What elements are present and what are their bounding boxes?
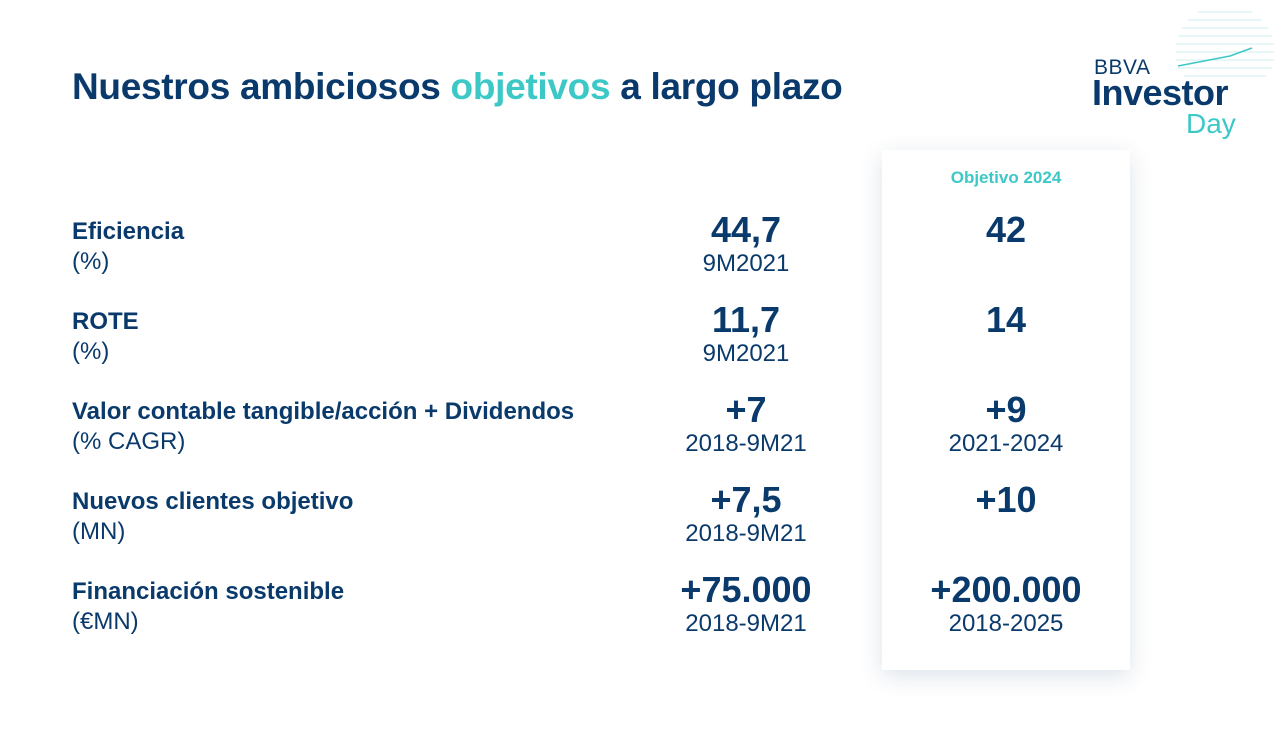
metric-row-sustainable-financing: Financiación sostenible (€MN) +75.000 20… [0,570,1288,640]
current-cell: +75.000 2018-9M21 [646,570,846,638]
logo-investor: Investor [1092,72,1229,113]
target-cell: +200.000 2018-2025 [882,570,1130,638]
current-period: 2018-9M21 [685,520,807,547]
target-value: +10 [975,479,1037,520]
page-title: Nuestros ambiciosos objetivos a largo pl… [72,66,843,108]
current-cell: 11,7 9M2021 [646,300,846,368]
metric-label: Eficiencia [72,218,185,245]
logo-wave-icon [1176,11,1274,77]
metric-label: Nuevos clientes objetivo [72,488,354,515]
target-cell: 42 [882,210,1130,250]
metric-unit: (%) [72,248,110,275]
logo-brand: BBVA [1094,56,1151,79]
current-period: 9M2021 [702,340,790,367]
metric-unit: (MN) [72,518,126,545]
target-value: +9 [985,389,1027,430]
metric-row-new-clients: Nuevos clientes objetivo (MN) +7,5 2018-… [0,480,1288,550]
current-cell: +7,5 2018-9M21 [646,480,846,548]
metric-label: ROTE [72,308,139,335]
current-value: 11,7 [711,299,781,340]
logo-day: Day [1186,108,1236,139]
metric-unit: (%) [72,338,110,365]
current-value: 44,7 [710,209,782,250]
metric-row-tangible-book-value: Valor contable tangible/acción + Dividen… [0,390,1288,460]
investor-day-logo: BBVA Investor Day [1090,8,1280,148]
target-value: 42 [985,209,1027,250]
metric-row-efficiency: Eficiencia (%) 44,7 9M2021 42 [0,210,1288,280]
current-cell: 44,7 9M2021 [646,210,846,278]
target-value: 14 [985,299,1027,340]
current-value: +75.000 [680,569,812,610]
current-value: +7 [725,389,767,430]
metric-unit: (% CAGR) [72,428,186,455]
metric-row-rote: ROTE (%) 11,7 9M2021 14 [0,300,1288,370]
metric-unit: (€MN) [72,608,139,635]
metric-label: Valor contable tangible/acción + Dividen… [72,398,575,425]
target-period: 2018-2025 [948,610,1064,637]
current-value: +7,5 [710,479,782,520]
target-cell: +9 2021-2024 [882,390,1130,458]
target-period: 2021-2024 [948,430,1064,457]
target-panel [882,150,1130,670]
target-header: Objetivo 2024 [950,168,1062,187]
current-period: 9M2021 [702,250,790,277]
title-part2: a largo plazo [610,66,843,107]
metric-label: Financiación sostenible [72,578,345,605]
title-accent: objetivos [450,66,611,107]
current-period: 2018-9M21 [685,610,807,637]
current-cell: +7 2018-9M21 [646,390,846,458]
current-period: 2018-9M21 [685,430,807,457]
target-cell: 14 [882,300,1130,340]
target-value: +200.000 [930,569,1082,610]
title-part1: Nuestros ambiciosos [72,66,451,107]
target-cell: +10 [882,480,1130,520]
